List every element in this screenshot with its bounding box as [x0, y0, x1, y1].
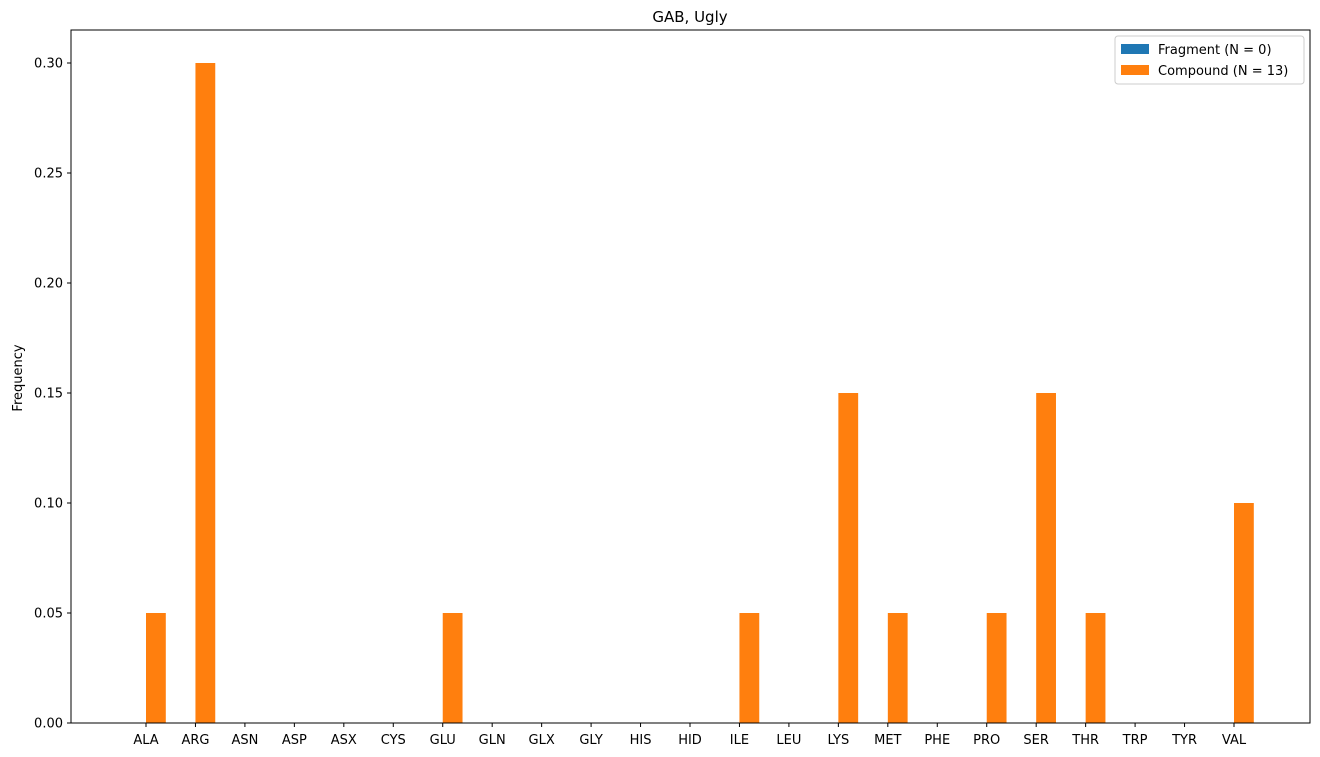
x-tick-label-thr: THR	[1071, 733, 1099, 748]
y-axis-label: Frequency	[11, 344, 26, 411]
y-tick-label: 0.05	[34, 607, 63, 622]
x-tick-label-hid: HID	[678, 733, 702, 748]
y-axis: 0.00 0.05 0.10 0.15 0.20 0.25 0.30	[34, 57, 71, 732]
bar-pro-series-2	[986, 613, 1007, 723]
y-tick-label: 0.20	[34, 277, 63, 292]
x-axis: ALA ARG ASN ASP ASX CYS GLU GLN GLX GLY HIS HID ILE L…	[133, 723, 1247, 748]
x-tick-label-his: HIS	[630, 733, 652, 748]
x-tick-label-ile: ILE	[730, 733, 749, 748]
bar-arg-series-2	[195, 63, 216, 723]
x-tick-label-gln: GLN	[479, 733, 506, 748]
plot-frame	[70, 29, 1311, 724]
bar-ser-series-2	[1036, 393, 1056, 723]
x-tick-label-ser: SER	[1023, 733, 1049, 748]
x-tick-label-met: MET	[874, 733, 901, 748]
y-tick-label: 0.10	[34, 497, 63, 512]
x-tick-label-cys: CYS	[381, 733, 406, 748]
x-tick-label-lys: LYS	[828, 733, 850, 748]
x-tick-label-glu: GLU	[430, 733, 456, 748]
x-tick-label-gly: GLY	[579, 733, 603, 748]
x-tick-label-leu: LEU	[776, 733, 801, 748]
y-tick-label: 0.25	[34, 167, 63, 182]
bar-thr-series-2	[1085, 613, 1106, 723]
x-tick-label-tyr: TYR	[1171, 733, 1197, 748]
bars-group	[146, 63, 1254, 723]
x-tick-label-pro: PRO	[973, 733, 1000, 748]
x-tick-label-glx: GLX	[529, 733, 555, 748]
x-tick-label-trp: TRP	[1122, 733, 1148, 748]
legend: Fragment (N = 0) Compound (N = 13)	[1114, 35, 1305, 85]
legend-box	[1114, 35, 1305, 85]
legend-swatch-2	[1121, 65, 1149, 75]
legend-swatch-1	[1121, 44, 1149, 54]
bar-met-series-2	[887, 613, 908, 723]
y-tick-label: 0.00	[34, 717, 63, 732]
bar-ala-series-2	[146, 613, 166, 723]
x-tick-label-ala: ALA	[133, 733, 158, 748]
x-tick-label-arg: ARG	[181, 733, 209, 748]
y-tick-label: 0.15	[34, 387, 63, 402]
x-tick-label-asp: ASP	[282, 733, 307, 748]
x-tick-label-val: VAL	[1222, 733, 1247, 748]
x-tick-label-asx: ASX	[331, 733, 357, 748]
x-tick-label-asn: ASN	[231, 733, 258, 748]
bar-val-series-2	[1234, 503, 1254, 723]
bar-ile-series-2	[739, 613, 760, 723]
x-tick-label-phe: PHE	[924, 733, 950, 748]
bar-lys-series-2	[838, 393, 859, 723]
bar-glu-series-2	[442, 613, 463, 723]
legend-label-2: Compound (N = 13)	[1158, 64, 1288, 79]
chart-title: GAB, Ugly	[652, 8, 727, 26]
legend-label-1: Fragment (N = 0)	[1158, 43, 1272, 58]
y-tick-label: 0.30	[34, 57, 63, 72]
